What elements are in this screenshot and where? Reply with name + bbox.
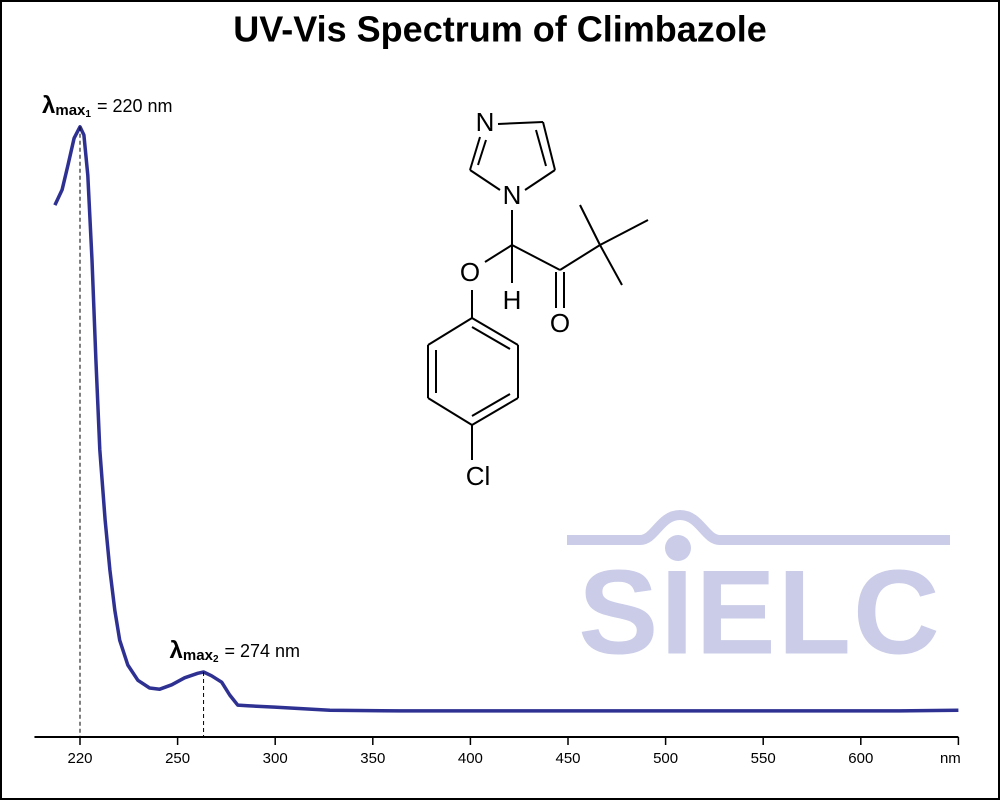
- spectrum-line: [53, 125, 959, 713]
- annotation-part: = 274 nm: [225, 641, 301, 661]
- annotation-part: max: [55, 102, 86, 119]
- annotation-part: λ: [42, 92, 55, 119]
- structure: N N O H O Cl: [427, 107, 649, 491]
- watermark-logo: SIELC: [567, 509, 950, 680]
- atom-label: O: [550, 308, 570, 338]
- atom-label: N: [503, 180, 522, 210]
- atom-label: H: [503, 285, 522, 315]
- watermark: SIELC: [578, 546, 941, 680]
- x-tick-label: 400: [458, 750, 483, 767]
- x-axis-label: nm: [940, 750, 961, 767]
- x-tick-label: 550: [751, 750, 776, 767]
- atom-label: Cl: [466, 461, 491, 491]
- annotation-part: = 220 nm: [97, 96, 173, 116]
- annotation-part: 1: [85, 108, 91, 119]
- x-tick-label: 500: [653, 750, 678, 767]
- annotation-part: max: [183, 647, 214, 664]
- logo-arc: [567, 509, 950, 545]
- x-tick-label: 300: [263, 750, 288, 767]
- x-tick-label: 250: [165, 750, 190, 767]
- x-tick-label: 350: [360, 750, 385, 767]
- annotation-part: λ: [170, 637, 183, 664]
- atom-label: O: [460, 257, 480, 287]
- peak-annotation: λmax2 = 274 nm: [170, 637, 301, 664]
- peak-annotation: λmax1 = 220 nm: [42, 92, 173, 119]
- atom-label: N: [476, 107, 495, 137]
- logo-dot: [665, 535, 691, 561]
- chart-title: UV-Vis Spectrum of Climbazole: [233, 9, 766, 50]
- x-tick-label: 600: [848, 750, 873, 767]
- x-tick-label: 220: [67, 750, 92, 767]
- x-tick-label: 450: [555, 750, 580, 767]
- annotation-part: 2: [213, 654, 219, 665]
